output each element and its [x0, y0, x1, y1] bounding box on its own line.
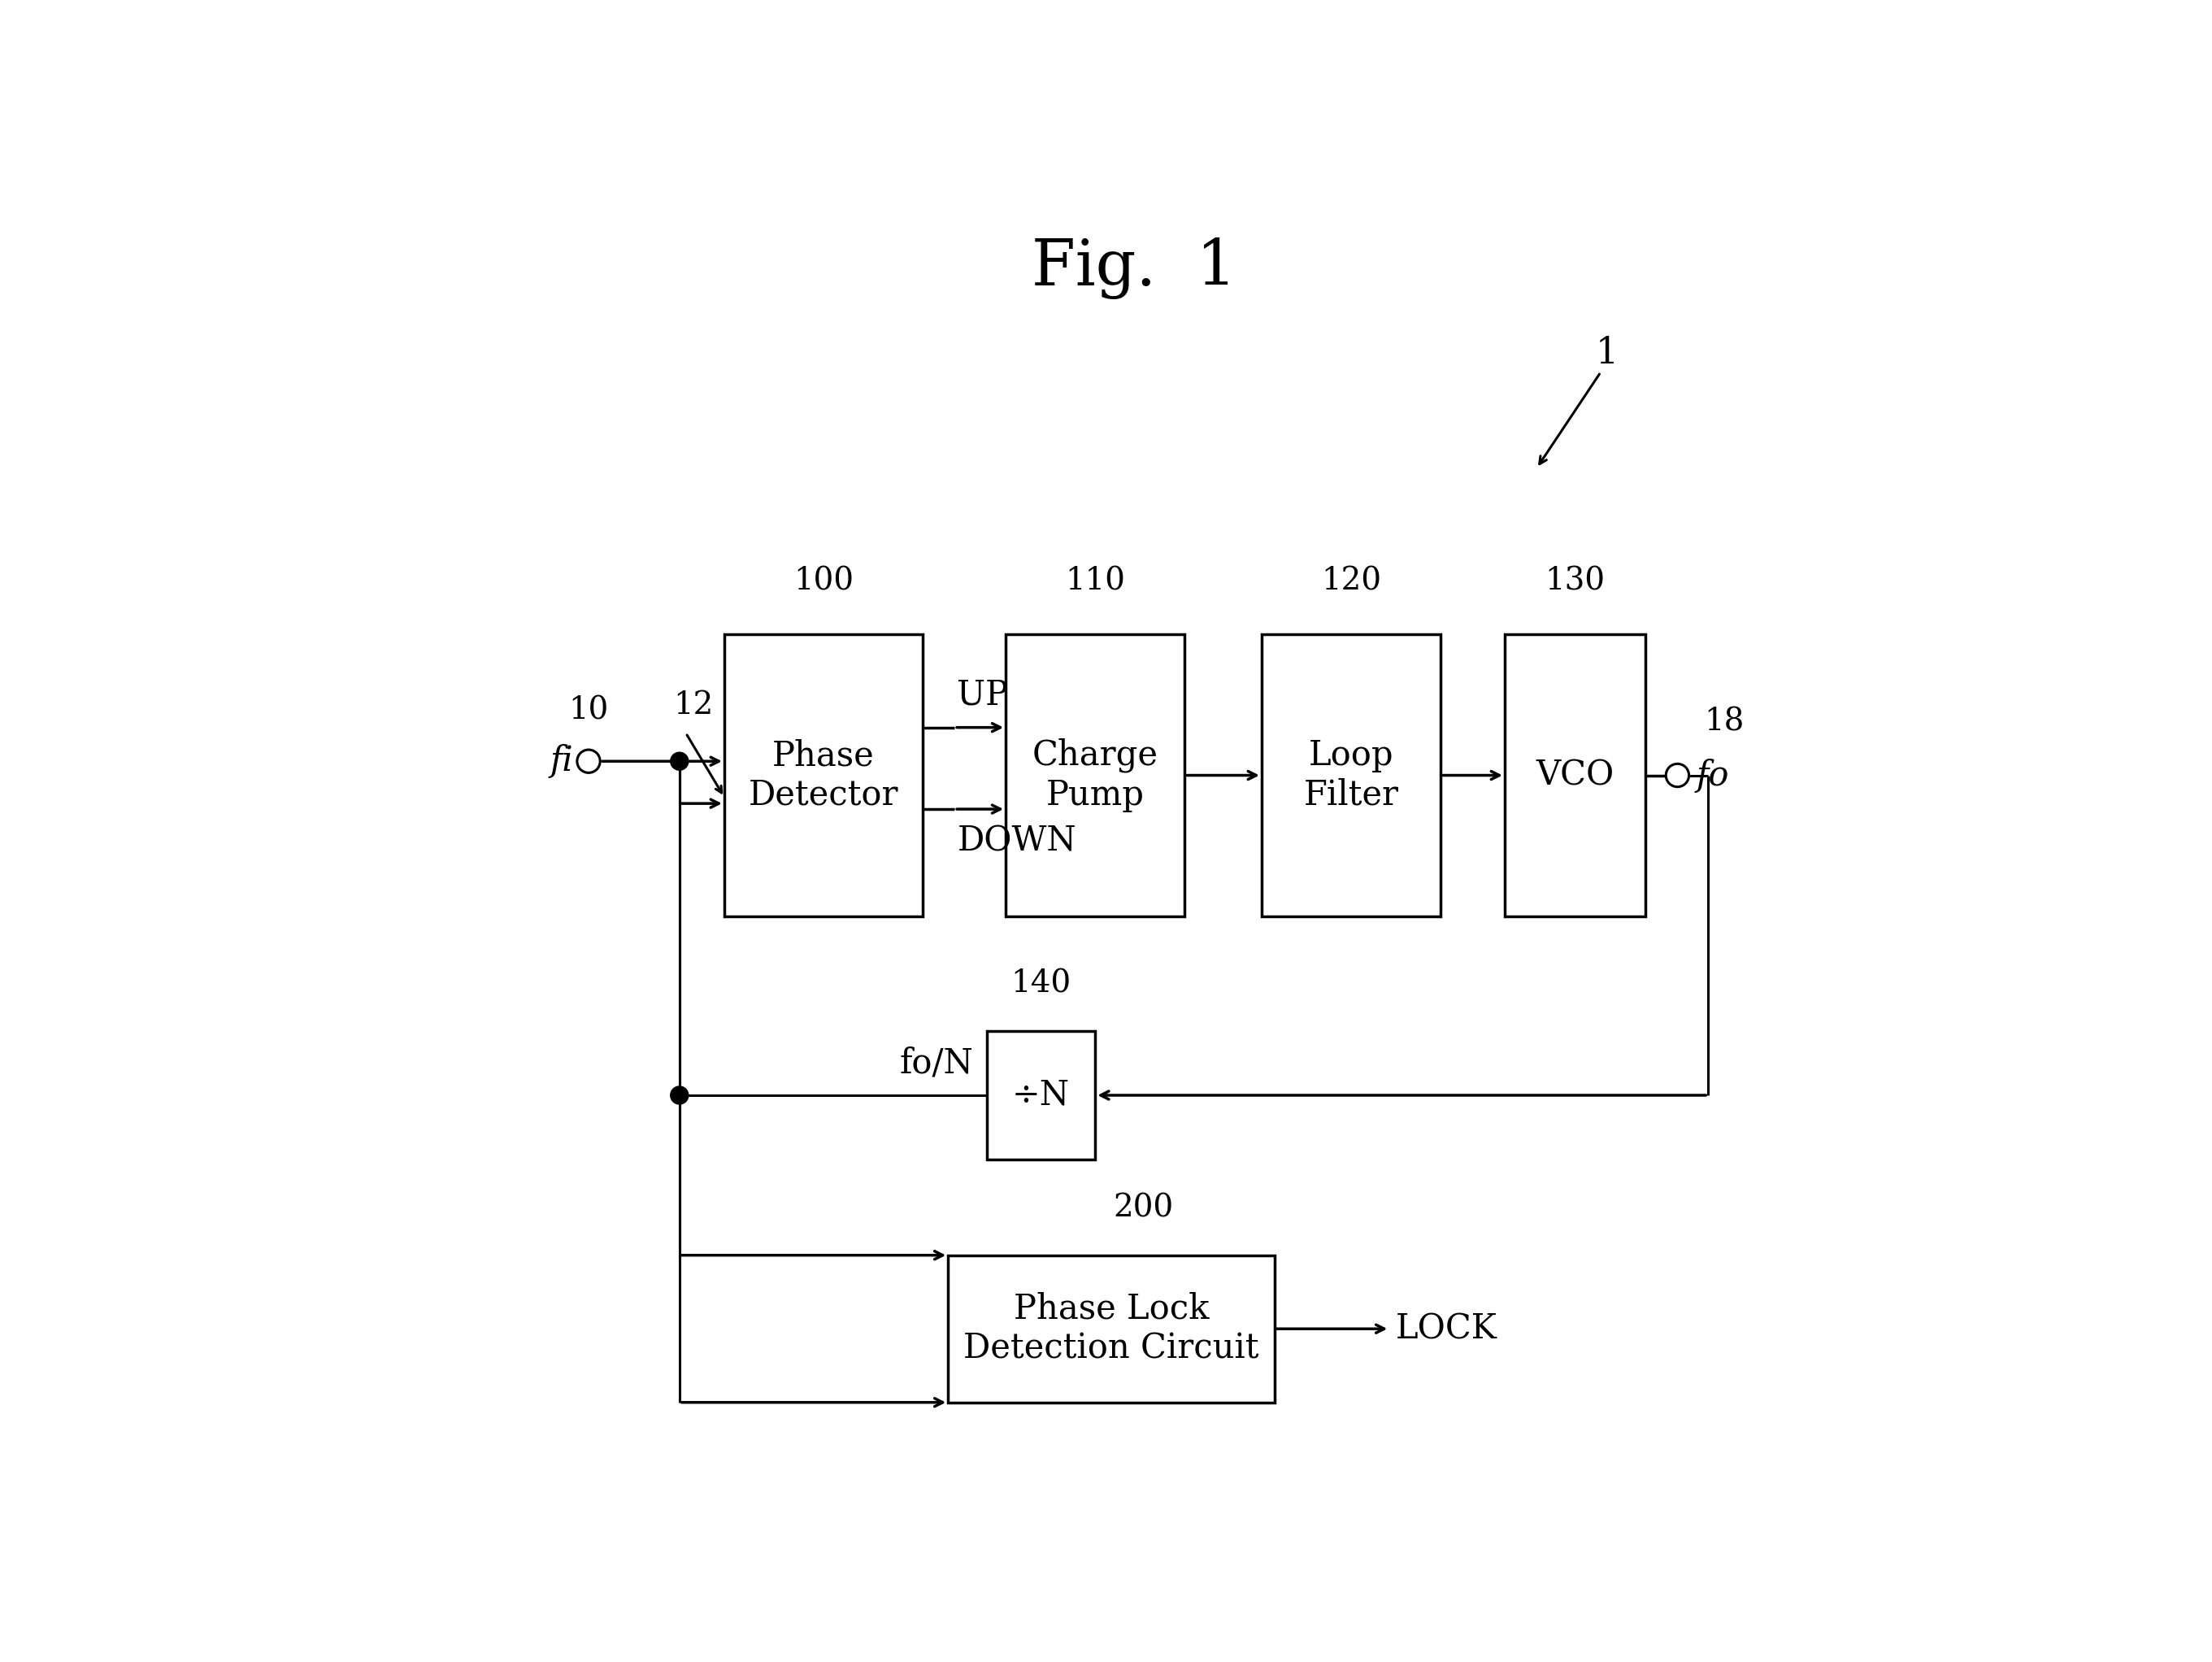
Text: fi: fi — [551, 745, 573, 778]
Text: 110: 110 — [1066, 567, 1126, 597]
Text: Loop
Filter: Loop Filter — [1303, 738, 1398, 813]
Text: Charge
Pump: Charge Pump — [1033, 738, 1159, 813]
Text: Phase Lock
Detection Circuit: Phase Lock Detection Circuit — [964, 1291, 1259, 1366]
Bar — [723, 635, 922, 916]
Text: ÷N: ÷N — [1011, 1079, 1071, 1112]
Bar — [1006, 635, 1186, 916]
Text: LOCK: LOCK — [1396, 1311, 1498, 1346]
Bar — [1504, 635, 1646, 916]
Text: UP: UP — [958, 678, 1009, 711]
Text: DOWN: DOWN — [958, 824, 1077, 859]
Text: 12: 12 — [672, 690, 712, 720]
Bar — [949, 1255, 1274, 1403]
Text: 100: 100 — [794, 567, 854, 597]
Bar — [987, 1030, 1095, 1160]
Circle shape — [670, 1087, 688, 1104]
Text: fo: fo — [1697, 758, 1730, 793]
Circle shape — [670, 753, 688, 770]
Text: 10: 10 — [568, 695, 608, 725]
Text: Phase
Detector: Phase Detector — [748, 738, 898, 813]
Text: 140: 140 — [1011, 969, 1071, 999]
Text: 200: 200 — [1113, 1193, 1172, 1223]
Bar — [1261, 635, 1440, 916]
Text: 130: 130 — [1544, 567, 1606, 597]
Text: 18: 18 — [1703, 706, 1745, 736]
Text: 120: 120 — [1321, 567, 1380, 597]
Text: VCO: VCO — [1535, 758, 1615, 793]
Text: Fig.  1: Fig. 1 — [1031, 238, 1237, 299]
Text: 1: 1 — [1595, 336, 1619, 371]
Text: fo/N: fo/N — [900, 1045, 973, 1080]
